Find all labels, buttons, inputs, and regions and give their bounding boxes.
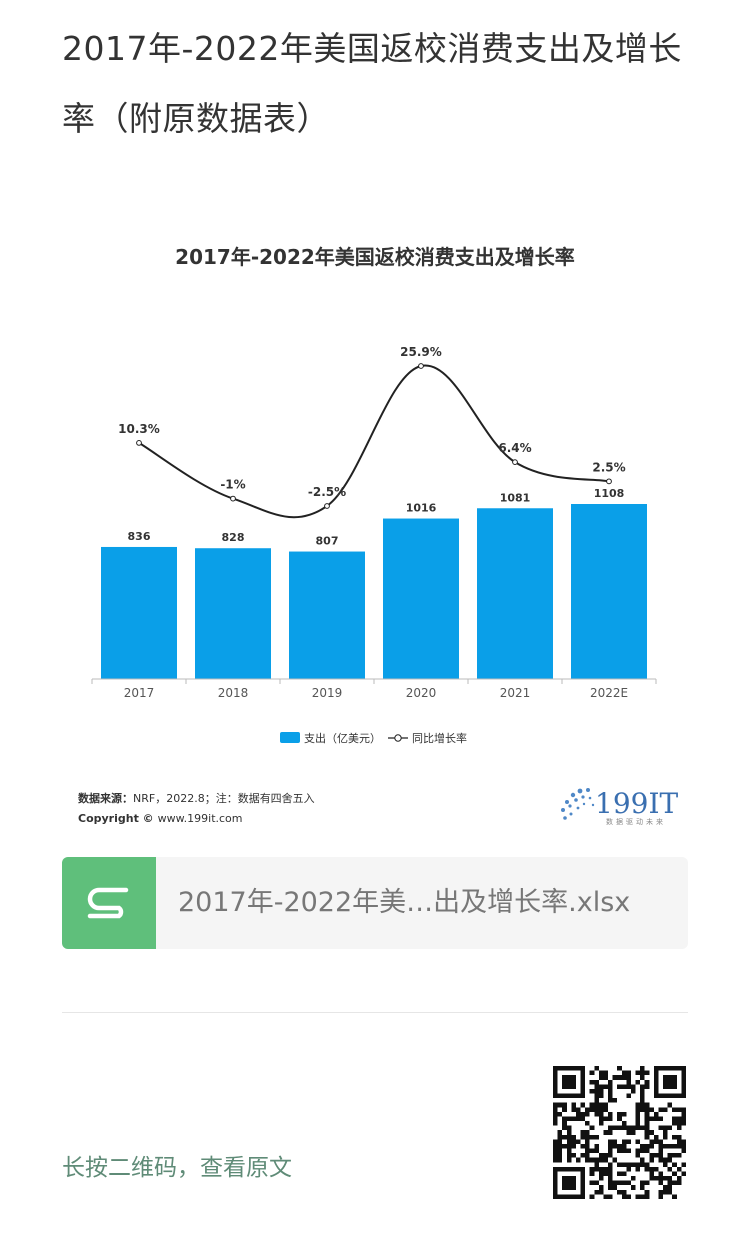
divider (62, 1012, 688, 1013)
growth-label-2022E: 2.5% (592, 460, 625, 474)
growth-label-2017: 10.3% (118, 422, 160, 436)
x-tick-label-2020: 2020 (406, 686, 437, 700)
growth-label-2020: 25.9% (400, 345, 442, 359)
chart-image: 2017年-2022年美国返校消费支出及增长率 836 828 807 1016 108… (62, 210, 688, 840)
bar-2018 (195, 548, 271, 679)
copyright-line: Copyright © www.199it.com (78, 812, 243, 825)
bar-label-2022E: 1108 (594, 487, 625, 500)
growth-point-2019 (324, 503, 330, 509)
growth-point-2021 (512, 459, 518, 466)
source-label: 数据来源： (78, 791, 133, 805)
growth-rate-line (138, 364, 610, 519)
x-tick-label-2018: 2018 (218, 686, 249, 700)
growth-point-2022E (606, 478, 612, 485)
logo-tagline: 数据驱动未来 (606, 817, 666, 826)
spreadsheet-s-icon (62, 857, 156, 949)
bar-label-2020: 1016 (406, 502, 437, 515)
qr-hint-text: 长按二维码，查看原文 (62, 1155, 292, 1181)
copyright-text: www.199it.com (158, 812, 243, 825)
legend-bar-swatch (280, 732, 300, 743)
qr-code-icon[interactable] (553, 1066, 686, 1199)
source-text: NRF，2022.8；注：数据有四舍五入 (133, 791, 315, 805)
bar-label-2021: 1081 (500, 491, 531, 504)
chart-title: 2017年-2022年美国返校消费支出及增长率 (175, 245, 575, 269)
bar-2019 (289, 551, 365, 679)
legend-line-label: 同比增长率 (412, 731, 467, 745)
legend-line-marker (394, 734, 402, 742)
x-tick-label-2017: 2017 (124, 686, 155, 700)
attachment-card[interactable]: 2017年-2022年美…出及增长率.xlsx (62, 857, 688, 949)
bar-label-2019: 807 (316, 535, 339, 548)
growth-label-2018: -1% (220, 478, 245, 492)
attachment-file-name: 2017年-2022年美…出及增长率.xlsx (178, 887, 631, 918)
bar-2020 (383, 518, 459, 679)
growth-point-2018 (230, 495, 236, 502)
bar-label-2017: 836 (128, 530, 151, 543)
x-tick-label-2019: 2019 (312, 686, 343, 700)
growth-label-2019: -2.5% (308, 485, 346, 499)
growth-label-2021: 6.4% (498, 441, 531, 455)
legend-bar-label: 支出（亿美元） (304, 731, 381, 745)
article-title: 2017年-2022年美国返校消费支出及增长率（附原数据表） (62, 29, 682, 138)
bar-2021 (477, 508, 553, 679)
x-tick-label-2022E: 2022E (590, 686, 628, 700)
logo-199it: 199IT 数据驱动未来 (561, 787, 679, 826)
logo-text: 199IT (595, 787, 679, 820)
copyright-label: Copyright © (78, 812, 154, 825)
growth-point-2020 (418, 363, 424, 369)
bar-2022E (571, 504, 647, 679)
bar-2017 (101, 546, 177, 679)
chart-svg: 2017年-2022年美国返校消费支出及增长率 836 828 807 1016 108… (78, 245, 679, 826)
source-line: 数据来源：NRF，2022.8；注：数据有四舍五入 (78, 791, 315, 805)
growth-point-2017 (136, 440, 142, 446)
x-tick-label-2021: 2021 (500, 686, 531, 700)
logo-dots-icon (561, 788, 595, 820)
bar-label-2018: 828 (222, 531, 245, 544)
